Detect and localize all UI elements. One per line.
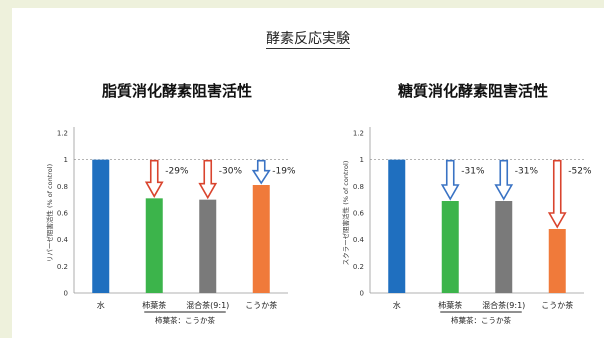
chart-panel: 酵素反応実験 脂質消化酵素阻害活性リパーゼ阻害活性 (% of control)…: [12, 8, 604, 338]
x-tick-label: 混合茶(9:1): [482, 300, 525, 310]
y-tick-label: 0.4: [353, 236, 365, 244]
y-tick-label: 0.8: [57, 183, 68, 191]
y-tick-label: 0.2: [353, 263, 364, 271]
x-tick-label: 柿葉茶: [142, 300, 166, 310]
page-title: 酵素反応実験: [266, 31, 350, 49]
reduction-label: -52%: [568, 167, 592, 177]
bar-0: [388, 159, 406, 293]
reduction-label: -31%: [515, 167, 539, 177]
reduction-arrow-icon: [251, 159, 271, 185]
group-label: 柿葉茶：こうか茶: [155, 315, 215, 325]
x-tick-label: こうか茶: [541, 300, 573, 310]
y-tick-label: 0: [360, 290, 364, 298]
reduction-arrow-icon: [494, 159, 514, 201]
bar-2: [199, 199, 217, 293]
bar-2: [495, 201, 513, 293]
bar-0: [92, 159, 110, 293]
y-axis-label: スクラーゼ阻害活性 (% of control): [341, 161, 350, 266]
y-tick-label: 0.2: [57, 263, 68, 271]
y-tick-label: 0.4: [57, 236, 69, 244]
y-tick-label: 0.8: [353, 183, 364, 191]
reduction-arrow-icon: [440, 159, 460, 201]
chart-title: 脂質消化酵素阻害活性: [102, 82, 252, 100]
bar-1: [145, 198, 163, 293]
group-label: 柿葉茶：こうか茶: [451, 315, 511, 325]
reduction-arrow-icon: [198, 159, 218, 200]
bar-3: [548, 229, 566, 293]
bar-1: [441, 201, 459, 293]
reduction-label: -19%: [272, 167, 296, 177]
x-tick-label: こうか茶: [245, 300, 277, 310]
y-tick-label: 0.6: [57, 210, 69, 218]
bar-3: [252, 185, 270, 293]
y-tick-label: 1: [64, 156, 68, 164]
reduction-label: -31%: [461, 167, 485, 177]
chart-title: 糖質消化酵素阻害活性: [398, 82, 548, 100]
y-tick-label: 0.6: [353, 210, 365, 218]
reduction-arrow-icon: [144, 159, 164, 198]
reduction-label: -29%: [165, 167, 189, 177]
reduction-label: -30%: [219, 167, 243, 177]
y-tick-label: 1.2: [57, 130, 68, 138]
y-tick-label: 0: [64, 290, 68, 298]
y-axis-label: リパーゼ阻害活性 (% of control): [45, 164, 54, 262]
x-tick-label: 柿葉茶: [438, 300, 462, 310]
reduction-arrow-icon: [547, 159, 567, 229]
x-tick-label: 混合茶(9:1): [186, 300, 229, 310]
y-tick-label: 1: [360, 156, 364, 164]
y-tick-label: 1.2: [353, 130, 364, 138]
x-tick-label: 水: [97, 300, 105, 310]
x-tick-label: 水: [393, 300, 401, 310]
